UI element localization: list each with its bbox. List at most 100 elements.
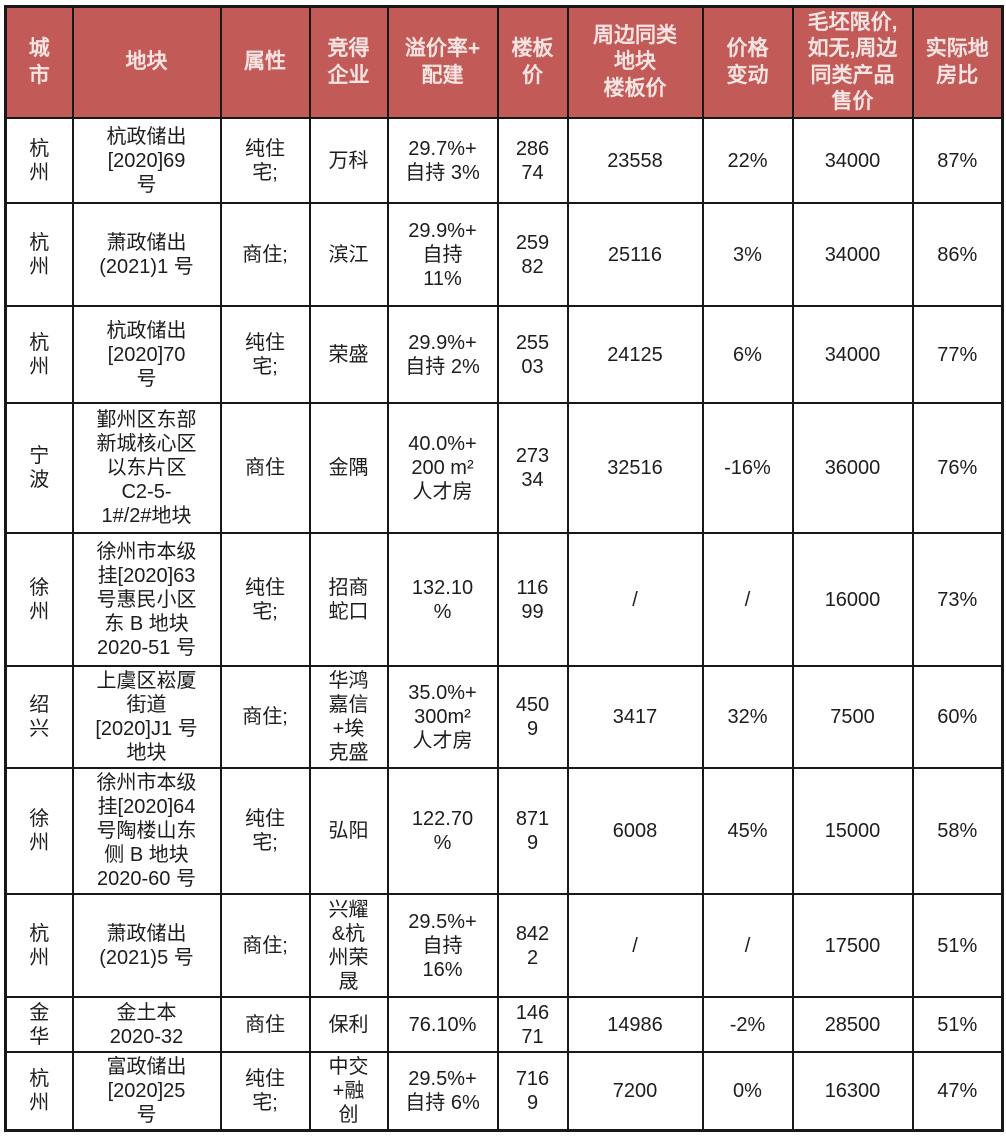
- table-cell: 3417: [566, 665, 704, 769]
- table-cell: 116 99: [496, 532, 569, 667]
- table-cell: 22%: [701, 117, 794, 204]
- table-cell: 商住: [219, 996, 311, 1053]
- table-cell: 荣盛: [308, 305, 389, 404]
- table-cell: 16000: [791, 532, 914, 667]
- land-auction-table: 城 市地块 属性 竞得 企业 溢价率+ 配建 楼板 价周边同类 地块 楼板价 价格 变动毛…: [4, 5, 1004, 1132]
- column-header-7: 价格 变动: [701, 5, 794, 119]
- table-cell: 纯住 宅;: [219, 305, 311, 404]
- table-cell: 16300: [791, 1051, 914, 1132]
- table-cell: 金 华: [4, 996, 74, 1053]
- table-cell: 29.5%+ 自持 16%: [386, 893, 499, 998]
- table-cell: 51%: [911, 996, 1004, 1053]
- table-row: 宁 波鄞州区东部 新城核心区 以东片区 C2-5- 1#/2#地块 商住 金隅 40.…: [4, 402, 1004, 534]
- table-cell: 47%: [911, 1051, 1004, 1132]
- table-cell: 纯住 宅;: [219, 767, 311, 895]
- table-cell: 716 9: [496, 1051, 569, 1132]
- table-cell: 0%: [701, 1051, 794, 1132]
- table-cell: 255 03: [496, 305, 569, 404]
- table-cell: 58%: [911, 767, 1004, 895]
- table-cell: 273 34: [496, 402, 569, 534]
- column-header-6: 周边同类 地块 楼板价: [566, 5, 704, 119]
- table-cell: 兴耀 &杭 州荣 晟: [308, 893, 389, 998]
- table-cell: 纯住 宅;: [219, 117, 311, 204]
- table-cell: 76%: [911, 402, 1004, 534]
- column-header-5: 楼板 价: [496, 5, 569, 119]
- table-cell: 60%: [911, 665, 1004, 769]
- table-cell: 259 82: [496, 202, 569, 307]
- table-cell: 杭 州: [4, 305, 74, 404]
- table-cell: 徐州市本级 挂[2020]64 号陶楼山东 侧 B 地块 2020-60 号: [71, 767, 222, 895]
- column-header-3: 竞得 企业: [308, 5, 389, 119]
- table-row: 绍 兴上虞区崧厦 街道 [2020]J1 号 地块 商住; 华鸿 嘉信 +埃 克盛 3…: [4, 665, 1004, 769]
- table-cell: 28500: [791, 996, 914, 1053]
- table-cell: 17500: [791, 893, 914, 998]
- table-cell: 14986: [566, 996, 704, 1053]
- table-cell: 保利: [308, 996, 389, 1053]
- table-cell: 商住;: [219, 665, 311, 769]
- table-cell: 32516: [566, 402, 704, 534]
- table-cell: 871 9: [496, 767, 569, 895]
- table-cell: 杭 州: [4, 117, 74, 204]
- table-cell: 122.70 %: [386, 767, 499, 895]
- table-header-row: 城 市地块 属性 竞得 企业 溢价率+ 配建 楼板 价周边同类 地块 楼板价 价格 变动毛…: [4, 5, 1004, 119]
- table-cell: 40.0%+ 200 m² 人才房: [386, 402, 499, 534]
- table-cell: 杭政储出 [2020]69 号: [71, 117, 222, 204]
- table-cell: 徐 州: [4, 767, 74, 895]
- column-header-0: 城 市: [4, 5, 74, 119]
- table-cell: 23558: [566, 117, 704, 204]
- table-cell: 杭政储出 [2020]70 号: [71, 305, 222, 404]
- table-cell: 25116: [566, 202, 704, 307]
- table-cell: 6%: [701, 305, 794, 404]
- table-cell: 纯住 宅;: [219, 1051, 311, 1132]
- table-cell: 宁 波: [4, 402, 74, 534]
- table-cell: /: [701, 532, 794, 667]
- table-cell: /: [566, 893, 704, 998]
- table-cell: 24125: [566, 305, 704, 404]
- table-body: 杭 州杭政储出 [2020]69 号纯住 宅; 万科 29.7%+ 自持 3% 286…: [4, 117, 1004, 1132]
- table-row: 金 华金土本 2020-32 商住 保利 76.10% 146 71 14986 -2% 28…: [4, 996, 1004, 1053]
- table-cell: 34000: [791, 305, 914, 404]
- table-cell: 36000: [791, 402, 914, 534]
- table-cell: 7500: [791, 665, 914, 769]
- table-cell: 77%: [911, 305, 1004, 404]
- table-row: 杭 州富政储出 [2020]25 号纯住 宅; 中交 +融 创 29.5%+ 自持 …: [4, 1051, 1004, 1132]
- table-row: 徐 州徐州市本级 挂[2020]64 号陶楼山东 侧 B 地块 2020-60 …: [4, 767, 1004, 895]
- table-cell: 34000: [791, 117, 914, 204]
- table-row: 杭 州萧政储出 (2021)5 号商住; 兴耀 &杭 州荣 晟 29.5%+ 自持 …: [4, 893, 1004, 998]
- table-cell: -2%: [701, 996, 794, 1053]
- table-row: 徐 州徐州市本级 挂[2020]63 号惠民小区 东 B 地块 2020-51 …: [4, 532, 1004, 667]
- table-cell: 3%: [701, 202, 794, 307]
- table-cell: 86%: [911, 202, 1004, 307]
- table-cell: 萧政储出 (2021)5 号: [71, 893, 222, 998]
- table-cell: 32%: [701, 665, 794, 769]
- table-cell: 146 71: [496, 996, 569, 1053]
- table-cell: 滨江: [308, 202, 389, 307]
- table-cell: -16%: [701, 402, 794, 534]
- table-cell: 450 9: [496, 665, 569, 769]
- table-cell: 徐 州: [4, 532, 74, 667]
- table-cell: 金隅: [308, 402, 389, 534]
- table-header: 城 市地块 属性 竞得 企业 溢价率+ 配建 楼板 价周边同类 地块 楼板价 价格 变动毛…: [4, 5, 1004, 119]
- column-header-4: 溢价率+ 配建: [386, 5, 499, 119]
- table-cell: 杭 州: [4, 202, 74, 307]
- column-header-8: 毛坯限价, 如无,周边 同类产品 售价: [791, 5, 914, 119]
- table-cell: 徐州市本级 挂[2020]63 号惠民小区 东 B 地块 2020-51 号: [71, 532, 222, 667]
- table-cell: 杭 州: [4, 893, 74, 998]
- table-cell: 7200: [566, 1051, 704, 1132]
- table-cell: 35.0%+ 300m² 人才房: [386, 665, 499, 769]
- table-cell: 15000: [791, 767, 914, 895]
- table-cell: /: [566, 532, 704, 667]
- table-cell: 鄞州区东部 新城核心区 以东片区 C2-5- 1#/2#地块: [71, 402, 222, 534]
- table-cell: 34000: [791, 202, 914, 307]
- table-cell: 商住;: [219, 202, 311, 307]
- table-cell: 842 2: [496, 893, 569, 998]
- table-cell: 中交 +融 创: [308, 1051, 389, 1132]
- table-cell: 87%: [911, 117, 1004, 204]
- table-row: 杭 州萧政储出 (2021)1 号商住; 滨江 29.9%+ 自持 11% 259 8…: [4, 202, 1004, 307]
- table-cell: 132.10 %: [386, 532, 499, 667]
- table-cell: 万科: [308, 117, 389, 204]
- table-cell: 76.10%: [386, 996, 499, 1053]
- table-cell: /: [701, 893, 794, 998]
- table-cell: 纯住 宅;: [219, 532, 311, 667]
